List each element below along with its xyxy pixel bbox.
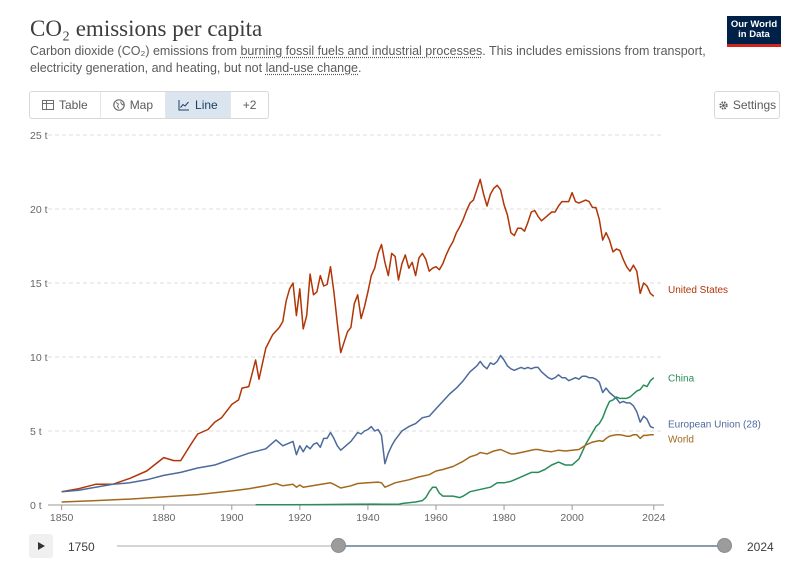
line-chart: 0 t 5 t 10 t 15 t 20 t 25 t 1850 1880 1900 1920 19… <box>30 130 761 524</box>
x-tick-label: 2000 <box>560 512 584 524</box>
fossil-fuels-link[interactable]: burning fossil fuels and industrial proc… <box>240 44 483 58</box>
logo-line-1: Our World <box>730 19 778 30</box>
timeline-selected-range[interactable] <box>338 545 724 547</box>
series-label-world: World <box>668 434 694 445</box>
logo-line-2: in Data <box>738 29 770 40</box>
settings-button[interactable]: Settings <box>714 91 780 119</box>
chart-title: CO₂ emissions per capita <box>30 16 263 41</box>
x-tick-label: 2024 <box>642 512 666 524</box>
tab-map-label: Map <box>129 98 154 112</box>
series-line-european-union-28 <box>61 354 655 493</box>
tab-line[interactable]: Line <box>166 92 231 118</box>
tab-table-label: Table <box>59 98 88 112</box>
timeline-end-label: 2024 <box>747 540 774 554</box>
chart-subtitle: Carbon dioxide (CO₂) emissions from burn… <box>30 43 710 77</box>
series-line-united-states <box>61 178 655 493</box>
timeline-start-label: 1750 <box>68 540 95 554</box>
y-tick-label: 25 t <box>30 130 48 142</box>
gear-icon <box>719 100 728 110</box>
table-icon <box>42 100 54 110</box>
series-label-china: China <box>668 374 695 385</box>
y-tick-label: 20 t <box>30 204 48 216</box>
y-tick-label: 15 t <box>30 278 48 290</box>
line-chart-icon <box>178 100 190 111</box>
tab-line-label: Line <box>195 98 218 112</box>
globe-icon <box>112 99 125 111</box>
x-tick-label: 1880 <box>152 512 176 524</box>
view-tabs: Table Map Line +2 <box>29 91 270 119</box>
series-label-european-union-28: European Union (28) <box>668 420 761 431</box>
x-tick-label: 1980 <box>492 512 516 524</box>
x-tick-label: 1900 <box>220 512 244 524</box>
play-button[interactable] <box>29 534 53 558</box>
x-tick-label: 1940 <box>356 512 380 524</box>
subtitle-text-2: . This includes emissions from transport… <box>30 44 706 75</box>
settings-label: Settings <box>732 98 777 112</box>
play-icon <box>38 542 45 550</box>
timeline-end-handle[interactable] <box>717 538 732 553</box>
x-tick-label: 1920 <box>288 512 312 524</box>
series-line-world <box>61 433 654 503</box>
tab-more[interactable]: +2 <box>231 92 269 118</box>
y-tick-label: 0 t <box>30 500 42 512</box>
y-tick-label: 5 t <box>30 426 42 438</box>
series-line-china <box>255 377 655 506</box>
series-label-united-states: United States <box>668 285 728 296</box>
tab-table[interactable]: Table <box>30 92 101 118</box>
subtitle-text-3: . <box>358 61 362 75</box>
tab-more-label: +2 <box>242 98 257 112</box>
x-tick-label: 1960 <box>424 512 448 524</box>
timeline-start-handle[interactable] <box>331 538 346 553</box>
x-tick-label: 1850 <box>50 512 74 524</box>
owid-logo[interactable]: Our World in Data <box>727 16 781 47</box>
subtitle-text-1: Carbon dioxide (CO₂) emissions from <box>30 44 241 58</box>
tab-map[interactable]: Map <box>101 92 167 118</box>
y-tick-label: 10 t <box>30 352 48 364</box>
land-use-link[interactable]: land-use change <box>265 61 359 75</box>
